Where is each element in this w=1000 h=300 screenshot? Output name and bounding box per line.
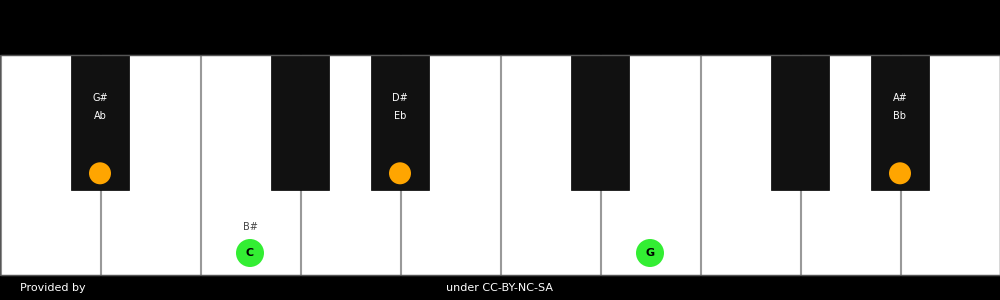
Bar [200,55,300,275]
Text: Ab: Ab [94,111,106,121]
Text: D#: D# [392,93,408,103]
Bar [300,55,400,275]
Bar [571,55,629,190]
Bar [0,270,1000,300]
Bar [501,55,600,275]
Bar [600,55,700,275]
Text: G: G [645,248,655,258]
Circle shape [236,239,264,267]
Text: C: C [246,248,254,258]
Bar [771,55,829,190]
Circle shape [636,239,664,267]
Bar [371,55,429,190]
Text: A#: A# [893,93,907,103]
Bar [700,55,800,275]
Text: Provided by: Provided by [20,283,86,293]
Text: B#: B# [243,222,257,232]
Bar [900,55,1000,275]
Bar [0,55,100,275]
Bar [800,55,900,275]
Bar [0,55,1000,275]
Bar [400,55,500,275]
Bar [100,55,200,275]
Circle shape [889,162,911,184]
Text: Eb: Eb [394,111,406,121]
Text: Bb: Bb [894,111,906,121]
Bar [871,55,929,190]
Bar [71,55,129,190]
Text: under CC-BY-NC-SA: under CC-BY-NC-SA [446,283,554,293]
Bar [271,55,329,190]
Circle shape [389,162,411,184]
Text: G#: G# [92,93,108,103]
Circle shape [89,162,111,184]
